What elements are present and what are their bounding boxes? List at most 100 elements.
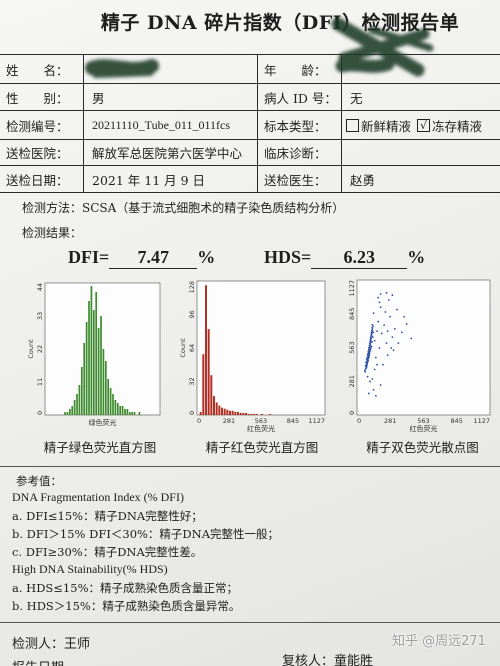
scatter-point — [366, 360, 369, 363]
histogram-bar — [71, 406, 74, 415]
scatter-point — [372, 325, 374, 328]
date-value: 2021 年 11 月 9 日 — [84, 166, 258, 193]
scatter-point — [371, 341, 374, 343]
histogram-bar — [66, 412, 69, 415]
y-tick-label: 33 — [36, 312, 44, 320]
scatter-point — [371, 326, 374, 329]
scatter-point — [382, 363, 384, 366]
x-tick-label: 1127 — [308, 417, 325, 425]
hospital-label: 送检医院： — [0, 140, 84, 166]
hds-value: 6.23 — [311, 247, 408, 269]
dfi-value: 7.47 — [109, 247, 198, 269]
x-axis-label: 红色荧光 — [410, 424, 438, 433]
patient-id-value: 无 — [342, 84, 500, 111]
dfi-unit: % — [197, 247, 216, 267]
scatter-point — [370, 345, 373, 348]
divider-top — [0, 466, 500, 467]
scatter-point — [369, 348, 372, 351]
histogram-bar — [76, 394, 78, 415]
histogram-bar — [237, 411, 240, 415]
histogram-bar — [83, 343, 86, 415]
results-heading: 检测结果： — [22, 226, 83, 240]
scatter-point — [372, 388, 375, 391]
histogram-bar — [107, 379, 110, 415]
test-no-value: 20211110_Tube_011_011fcs — [84, 111, 258, 140]
scatter-point — [372, 312, 375, 315]
diagnosis-label: 临床诊断： — [258, 140, 342, 166]
scatter-point — [391, 294, 394, 297]
test-no-label: 检测编号： — [0, 111, 84, 140]
x-tick-label: 563 — [255, 417, 267, 425]
histogram-bar — [250, 413, 253, 415]
scatter-point — [370, 347, 372, 349]
report-title: 精子 DNA 碎片指数（DFI）检测报告单 — [100, 12, 460, 34]
histogram-bar — [126, 409, 129, 415]
histogram-bar — [100, 316, 102, 415]
dfi-reference-item: c. DFI≥30%：精子DNA完整性差。 — [12, 545, 203, 559]
age-value-redacted — [342, 55, 500, 84]
histogram-bar — [102, 349, 105, 415]
scatter-point — [369, 350, 371, 353]
scatter-point — [386, 330, 389, 333]
scatter-point — [379, 293, 382, 295]
histogram-bar — [80, 367, 83, 415]
histogram-bar — [199, 411, 202, 415]
scatter-point — [396, 308, 399, 311]
y-tick-label: 128 — [188, 281, 196, 293]
histogram-bar — [119, 406, 122, 415]
histogram-bar — [215, 402, 218, 415]
option-frozen-label: 冻存精液 — [432, 118, 483, 134]
histogram-bar — [131, 412, 134, 415]
histogram-bar — [223, 408, 226, 415]
x-tick-label: 845 — [287, 417, 299, 425]
doctor-label: 送检医生： — [258, 166, 342, 193]
scatter-point — [366, 363, 369, 365]
reviewer: 复核人：童能胜 — [282, 654, 374, 666]
histogram-bar — [255, 413, 258, 415]
hds-reference-item: a. HDS≤15%：精子成熟染色质含量正常； — [12, 581, 238, 595]
dfi-result: DFI= 7.47% — [68, 247, 215, 269]
histogram-bar — [221, 407, 223, 415]
histogram-bar — [64, 412, 66, 415]
checkbox-frozen: √ — [417, 118, 431, 132]
plot-frame — [44, 282, 161, 416]
histogram-bar — [112, 394, 114, 415]
scatter-point — [365, 366, 368, 369]
dfi-reference-item: b. DFI＞15% DFI＜30%：精子DNA完整性一般； — [12, 527, 280, 541]
y-tick-label: 44 — [36, 283, 44, 291]
scatter-point — [410, 337, 413, 340]
histogram-bar — [133, 412, 136, 415]
y-axis-label: Count — [27, 339, 35, 359]
x-tick-label: 1127 — [473, 417, 490, 425]
y-tick-label: 22 — [36, 345, 44, 353]
scatter-point — [376, 363, 378, 366]
scatter-point — [379, 384, 382, 386]
hds-unit: % — [407, 247, 426, 267]
hds-label: HDS= — [264, 247, 312, 267]
scatter-point — [373, 339, 376, 342]
histogram-bar — [121, 406, 124, 415]
scatter-point — [368, 354, 371, 357]
sample-type-options: 新鲜精液 √ 冻存精液 — [342, 111, 500, 140]
scatter-point — [385, 291, 388, 294]
y-axis-label: Count — [179, 338, 187, 358]
plot-frame — [196, 280, 326, 416]
scatter-point — [380, 332, 383, 335]
hds-result: HDS= 6.23% — [264, 247, 425, 269]
scatter-point — [374, 394, 377, 397]
histogram-bar — [242, 412, 245, 415]
histogram-bar — [73, 400, 76, 415]
scatter-point — [405, 323, 408, 325]
y-tick-label: 1127 — [348, 280, 356, 297]
scatter-point — [385, 342, 388, 345]
scatter-point — [367, 356, 370, 359]
histogram-bar — [229, 410, 231, 415]
name-value-redacted — [84, 55, 258, 84]
y-tick-label: 96 — [188, 310, 196, 318]
histogram-bar — [95, 292, 98, 415]
dual-fluorescence-scatter: 0 281 563 845 1127 0 281 563 845 1127 红色荧光 — [348, 279, 491, 433]
y-tick-label: 281 — [348, 375, 356, 387]
scatter-point — [371, 328, 374, 331]
reference-heading: 参考值： — [16, 474, 62, 488]
checkbox-fresh — [346, 118, 359, 132]
